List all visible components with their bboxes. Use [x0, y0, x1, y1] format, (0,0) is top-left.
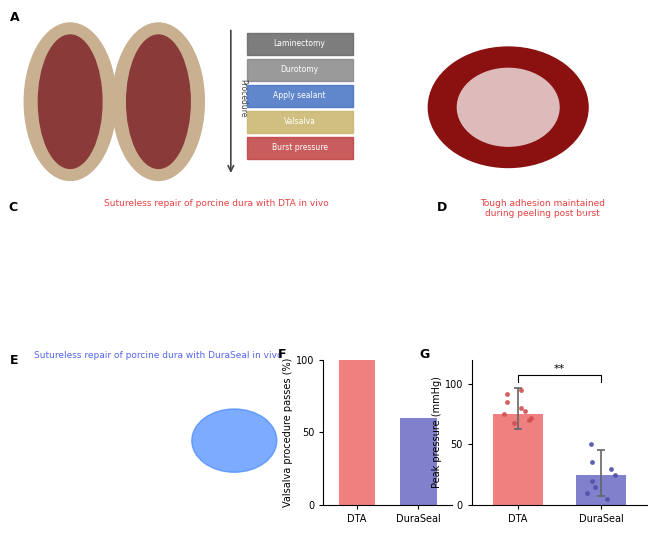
Bar [247, 33, 352, 55]
Ellipse shape [192, 409, 277, 472]
Point [526, 413, 537, 422]
Point [610, 470, 620, 479]
Point [586, 440, 597, 449]
Text: G: G [420, 348, 430, 361]
Bar [247, 137, 352, 159]
Ellipse shape [127, 35, 190, 169]
Text: Durotomy: Durotomy [280, 65, 319, 74]
Point [587, 458, 598, 467]
Text: Procedure: Procedure [238, 79, 247, 117]
Bar [247, 59, 352, 81]
Bar [247, 85, 352, 107]
Ellipse shape [457, 68, 559, 146]
Ellipse shape [38, 35, 102, 169]
Point [606, 464, 616, 473]
Text: Apply DTA: Apply DTA [40, 214, 79, 223]
Point [515, 386, 526, 394]
Text: Peel test: Peel test [581, 214, 614, 223]
Text: Sutureless repair of porcine dura with DuraSeal in vivo: Sutureless repair of porcine dura with D… [34, 351, 282, 360]
Text: Valsalva (Fail): Valsalva (Fail) [208, 369, 261, 378]
Point [602, 495, 612, 503]
Text: Laminectomy/Durotomy: Laminectomy/Durotomy [453, 11, 563, 20]
Text: Burst pressure: Burst pressure [272, 143, 327, 152]
Text: Apply sealant: Apply sealant [273, 91, 326, 100]
Bar [247, 111, 352, 133]
Text: Tough adhesion maintained
during peeling post burst: Tough adhesion maintained during peeling… [480, 199, 605, 218]
Y-axis label: Valsalva procedure passes (%): Valsalva procedure passes (%) [283, 358, 293, 507]
Text: 100 mmHg: 100 mmHg [352, 214, 395, 223]
Text: **: ** [554, 364, 565, 374]
Bar [339, 360, 376, 505]
Point [515, 404, 526, 412]
Ellipse shape [428, 47, 588, 168]
Point [499, 410, 510, 418]
Ellipse shape [112, 23, 205, 180]
Point [586, 476, 597, 485]
Point [519, 406, 530, 415]
Text: F: F [279, 348, 287, 361]
Point [523, 416, 534, 424]
Point [590, 482, 601, 491]
Bar [493, 414, 543, 505]
Ellipse shape [24, 23, 116, 180]
Bar [576, 475, 626, 505]
Text: Valsalva: Valsalva [284, 117, 315, 126]
Text: A: A [10, 11, 20, 24]
Text: D: D [437, 201, 447, 214]
Text: Laminectomy: Laminectomy [274, 39, 325, 48]
Point [509, 418, 519, 427]
Text: E: E [10, 354, 18, 367]
Text: Valsalva (Pass): Valsalva (Pass) [135, 214, 192, 223]
Point [502, 389, 513, 398]
Text: C: C [9, 201, 18, 214]
Text: Apply DuraSeal: Apply DuraSeal [53, 369, 112, 378]
Bar [400, 418, 437, 505]
Y-axis label: Peak pressure (mmHg): Peak pressure (mmHg) [432, 376, 442, 488]
Point [581, 489, 592, 497]
Text: Sutureless repair of porcine dura with DTA in vivo: Sutureless repair of porcine dura with D… [104, 199, 329, 207]
Text: No tension: No tension [467, 214, 508, 223]
Point [502, 398, 513, 407]
Text: B: B [369, 11, 378, 24]
Text: 70 mmHg: 70 mmHg [249, 214, 287, 223]
